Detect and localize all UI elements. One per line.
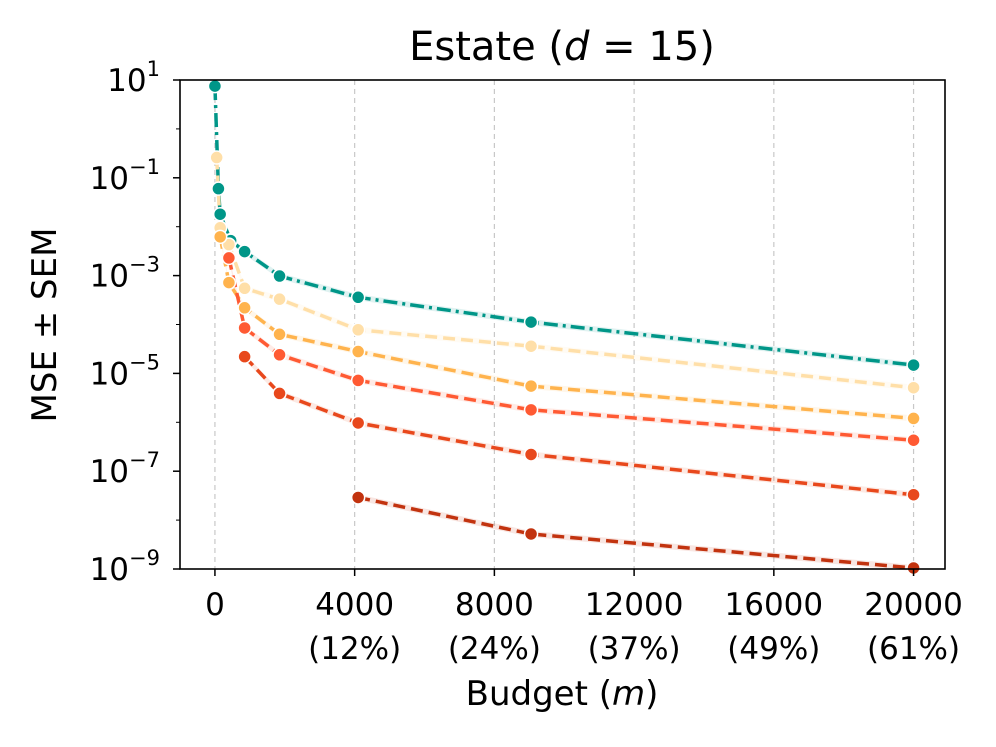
data-point [272,291,287,307]
data-point [350,322,366,338]
data-point [237,320,252,336]
x-tick-label: 16000 [725,587,824,623]
data-point [523,447,539,462]
data-point [209,150,224,165]
data-point [207,78,223,94]
data-point [212,229,228,245]
data-point [272,347,287,363]
x-tick-sublabel: (37%) [588,631,681,667]
series-line [357,495,914,570]
x-tick-label: 20000 [864,587,963,623]
series-lines [213,86,914,570]
data-point [350,490,366,505]
data-point [523,338,539,354]
y-tick-label: 101 [107,57,160,99]
x-tick-sublabel: (49%) [727,631,820,667]
data-point [237,281,252,296]
data-point [906,357,921,373]
data-point [237,244,252,259]
x-tick-label: 8000 [455,587,534,623]
x-tick-label: 12000 [585,587,684,623]
data-point [906,411,921,426]
x-gridlines [214,80,915,569]
data-point [350,290,366,305]
x-tick-label: 4000 [315,587,394,623]
y-tick-label: 10−3 [90,253,160,295]
x-ticks: 0 4000 (12%) 8000 (24%) 12000 (37%) 16000 (49%) 2… [205,569,963,667]
data-point [906,487,921,502]
data-point [523,314,539,330]
y-ticks: 101 10−1 10−3 10−5 10−7 10−9 [90,57,180,588]
data-point [272,268,287,284]
x-tick-sublabel: (24%) [448,631,541,667]
series-points [207,78,921,576]
data-point [906,380,921,395]
data-point [212,206,228,222]
data-point [350,344,366,359]
data-point [211,181,226,196]
data-point [221,275,237,290]
x-tick-label: 0 [205,587,225,623]
data-point [221,250,237,266]
y-tick-label: 10−1 [90,155,160,197]
data-point [906,432,921,448]
data-point [237,349,252,364]
data-point [237,300,252,316]
x-tick-sublabel: (12%) [308,631,401,667]
data-point [272,327,287,342]
chart-title: Estate (d = 15) [409,24,715,70]
data-point [272,386,287,401]
data-point [523,402,539,418]
y-tick-label: 10−5 [90,350,160,392]
y-tick-label: 10−7 [90,448,160,490]
y-tick-label: 10−9 [90,546,160,588]
x-tick-sublabel: (61%) [867,631,960,667]
data-point [523,526,539,542]
data-point [350,373,366,388]
data-point [523,378,539,394]
y-axis-label: MSE ± SEM [25,228,65,423]
series-line [227,257,914,442]
data-point [350,415,366,431]
x-axis-label: Budget (m) [466,674,659,714]
